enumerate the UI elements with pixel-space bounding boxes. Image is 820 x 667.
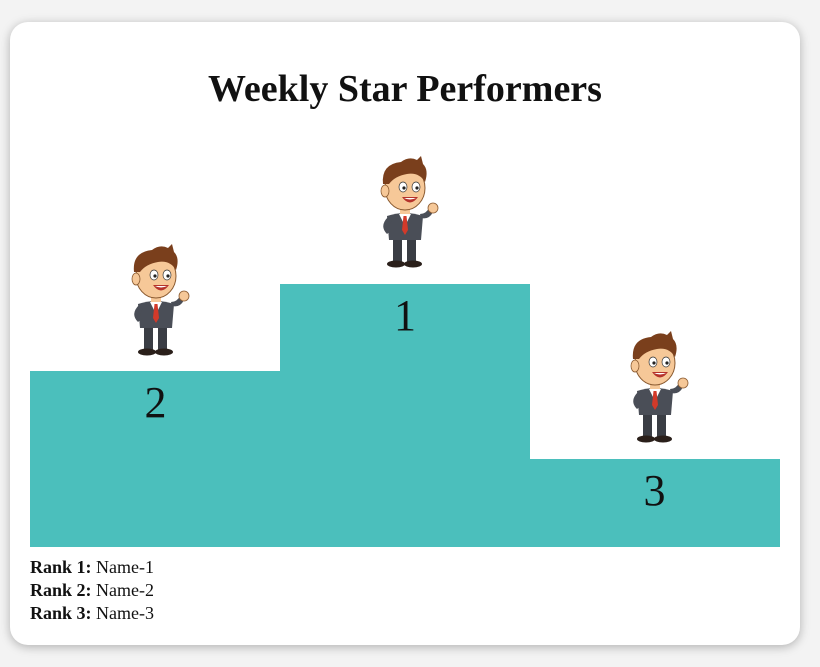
businessman-icon <box>615 331 695 443</box>
rank-name: Name-1 <box>96 557 154 577</box>
podium-place-number: 2 <box>144 378 167 427</box>
rank-label: Rank 2: <box>30 580 92 600</box>
page-title: Weekly Star Performers <box>208 68 602 110</box>
podium-second-place: 2 <box>30 371 281 547</box>
podium-third-place: 3 <box>529 459 780 547</box>
businessman-icon <box>116 244 196 356</box>
rank-label: Rank 1: <box>30 557 92 577</box>
rank-name: Name-3 <box>96 603 154 623</box>
rank-item: Rank 3: Name-3 <box>30 602 154 625</box>
podium-first-place: 1 <box>280 284 530 547</box>
rank-label: Rank 3: <box>30 603 92 623</box>
rank-list: Rank 1: Name-1 Rank 2: Name-2 Rank 3: Na… <box>30 556 154 625</box>
podium-place-number: 1 <box>394 291 416 340</box>
rank-item: Rank 2: Name-2 <box>30 579 154 602</box>
rank-item: Rank 1: Name-1 <box>30 556 154 579</box>
podium-place-number: 3 <box>643 466 666 515</box>
card: Weekly Star Performers 2 1 3 Rank 1: Nam… <box>10 22 800 645</box>
businessman-icon <box>365 156 445 268</box>
rank-name: Name-2 <box>96 580 154 600</box>
